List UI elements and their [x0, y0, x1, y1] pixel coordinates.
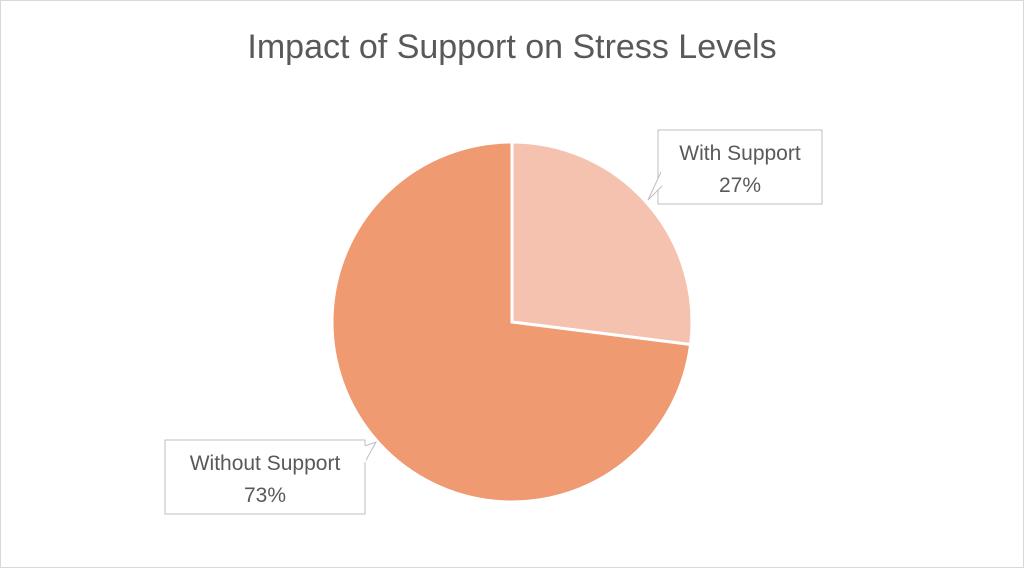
pie-callouts: With Support 27% Without Support 73% [164, 129, 823, 515]
slice-label: Without Support [190, 452, 341, 475]
callout-box [164, 439, 366, 515]
callout-pointer [364, 441, 378, 463]
callout-with-support: With Support 27% [647, 129, 823, 205]
slice-value-label: 73% [244, 484, 286, 507]
slice-value-label: 27% [719, 174, 761, 197]
chart-title: Impact of Support on Stress Levels [247, 28, 777, 66]
pie-slice-with-support [510, 140, 694, 347]
callout-box [657, 129, 823, 205]
pie-slices [330, 140, 694, 504]
callout-without-support: Without Support 73% [164, 439, 378, 515]
slice-label: With Support [679, 142, 801, 165]
pie-slice-without-support [330, 140, 693, 504]
